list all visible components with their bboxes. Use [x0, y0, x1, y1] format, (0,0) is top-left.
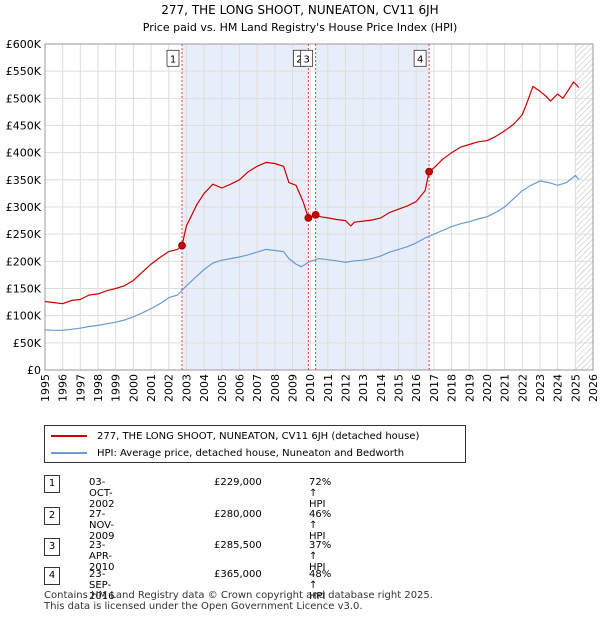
- x-tick-label: 2016: [410, 374, 423, 402]
- transaction-date: 23-SEP-2016: [89, 569, 115, 602]
- x-tick-label: 2005: [216, 374, 229, 402]
- transaction-marker-box: 4: [44, 567, 60, 585]
- x-tick-label: 2018: [446, 374, 459, 402]
- x-tick-label: 1997: [74, 374, 87, 402]
- x-tick-label: 2006: [233, 374, 246, 402]
- x-tick-label: 2008: [269, 374, 282, 402]
- transaction-price: £285,500: [214, 540, 262, 551]
- y-tick-label: £400K: [6, 147, 42, 160]
- x-tick-label: 2024: [552, 374, 565, 402]
- transaction-hpi-change: 48% ↑ HPI: [309, 569, 332, 602]
- x-tick-label: 2011: [322, 374, 335, 402]
- y-tick-label: £350K: [6, 174, 42, 187]
- transaction-date: 27-NOV-2009: [89, 509, 115, 542]
- transaction-label-box: [166, 49, 180, 67]
- y-tick-label: £0: [27, 364, 41, 377]
- y-tick-label: £600K: [6, 38, 42, 51]
- transaction-marker-box: 2: [44, 507, 60, 525]
- x-tick-label: 2004: [198, 374, 211, 402]
- legend: 277, THE LONG SHOOT, NUNEATON, CV11 6JH …: [44, 425, 466, 463]
- x-tick-label: 1995: [39, 374, 52, 402]
- transaction-date: 23-APR-2010: [89, 540, 115, 573]
- transaction-hpi-change: 37% ↑ HPI: [309, 540, 332, 573]
- x-tick-label: 2001: [145, 374, 158, 402]
- price-chart: 277, THE LONG SHOOT, NUNEATON, CV11 6JH …: [6, 3, 600, 402]
- legend-label-hpi: HPI: Average price, detached house, Nune…: [97, 447, 405, 459]
- x-tick-label: 2000: [127, 374, 140, 402]
- x-tick-label: 2010: [304, 374, 317, 402]
- x-tick-label: 1998: [92, 374, 105, 402]
- x-tick-label: 2025: [569, 374, 582, 402]
- transaction-price: £229,000: [214, 477, 262, 488]
- transaction-label: 2: [296, 54, 302, 65]
- transaction-price: £280,000: [214, 509, 262, 520]
- transaction-label: 3: [303, 54, 309, 65]
- transaction-label-box: [300, 49, 314, 67]
- transaction-point: [425, 167, 434, 176]
- plot-frame: [44, 43, 594, 371]
- transaction-label-box: [413, 49, 427, 67]
- y-tick-label: £250K: [6, 228, 42, 241]
- footer-licence: This data is licensed under the Open Gov…: [44, 601, 363, 612]
- x-tick-label: 2021: [499, 374, 512, 402]
- x-tick-label: 2023: [534, 374, 547, 402]
- y-tick-label: £450K: [6, 120, 42, 133]
- legend-entry-hpi: HPI: Average price, detached house, Nune…: [51, 445, 404, 461]
- y-tick-label: £150K: [6, 283, 42, 296]
- y-tick-label: £500K: [6, 92, 42, 105]
- transaction-price: £365,000: [214, 569, 262, 580]
- y-tick-label: £100K: [6, 310, 42, 323]
- transaction-hpi-change: 72% ↑ HPI: [309, 477, 332, 510]
- x-tick-label: 2015: [393, 374, 406, 402]
- transaction-hpi-change: 46% ↑ HPI: [309, 509, 332, 542]
- y-tick-label: £200K: [6, 255, 42, 268]
- x-tick-label: 2013: [357, 374, 370, 402]
- chart-subtitle: Price paid vs. HM Land Registry's House …: [143, 21, 458, 34]
- transaction-label: 1: [170, 54, 176, 65]
- x-tick-label: 2003: [180, 374, 193, 402]
- chart-title: 277, THE LONG SHOOT, NUNEATON, CV11 6JH: [161, 3, 438, 17]
- x-tick-label: 2007: [251, 374, 264, 402]
- legend-swatch-property: [51, 435, 87, 437]
- x-tick-label: 2009: [286, 374, 299, 402]
- transaction-point: [304, 213, 313, 222]
- x-tick-label: 2002: [163, 374, 176, 402]
- footer-attribution: Contains HM Land Registry data © Crown c…: [44, 590, 433, 612]
- transaction-label: 4: [417, 54, 423, 65]
- x-tick-label: 2012: [340, 374, 353, 402]
- legend-entry-property: 277, THE LONG SHOOT, NUNEATON, CV11 6JH …: [51, 428, 419, 444]
- y-tick-label: £300K: [6, 201, 42, 214]
- x-tick-label: 2026: [587, 374, 600, 402]
- transaction-date: 03-OCT-2002: [89, 477, 115, 510]
- x-tick-label: 2017: [428, 374, 441, 402]
- footer-copyright: Contains HM Land Registry data © Crown c…: [44, 590, 433, 601]
- transaction-point: [311, 210, 320, 219]
- y-tick-label: £550K: [6, 65, 42, 78]
- x-tick-label: 2020: [481, 374, 494, 402]
- transaction-marker-box: 1: [44, 475, 60, 493]
- transaction-point: [178, 241, 186, 250]
- x-tick-label: 2014: [375, 374, 388, 402]
- x-tick-label: 1999: [110, 374, 123, 402]
- hpi-line: [44, 174, 580, 331]
- legend-label-property: 277, THE LONG SHOOT, NUNEATON, CV11 6JH …: [97, 430, 420, 442]
- x-tick-label: 2022: [516, 374, 529, 402]
- legend-swatch-hpi: [51, 452, 87, 454]
- y-tick-label: £50K: [13, 337, 42, 350]
- x-tick-label: 2019: [463, 374, 476, 402]
- x-tick-label: 1996: [57, 374, 70, 402]
- transaction-marker-box: 3: [44, 538, 60, 556]
